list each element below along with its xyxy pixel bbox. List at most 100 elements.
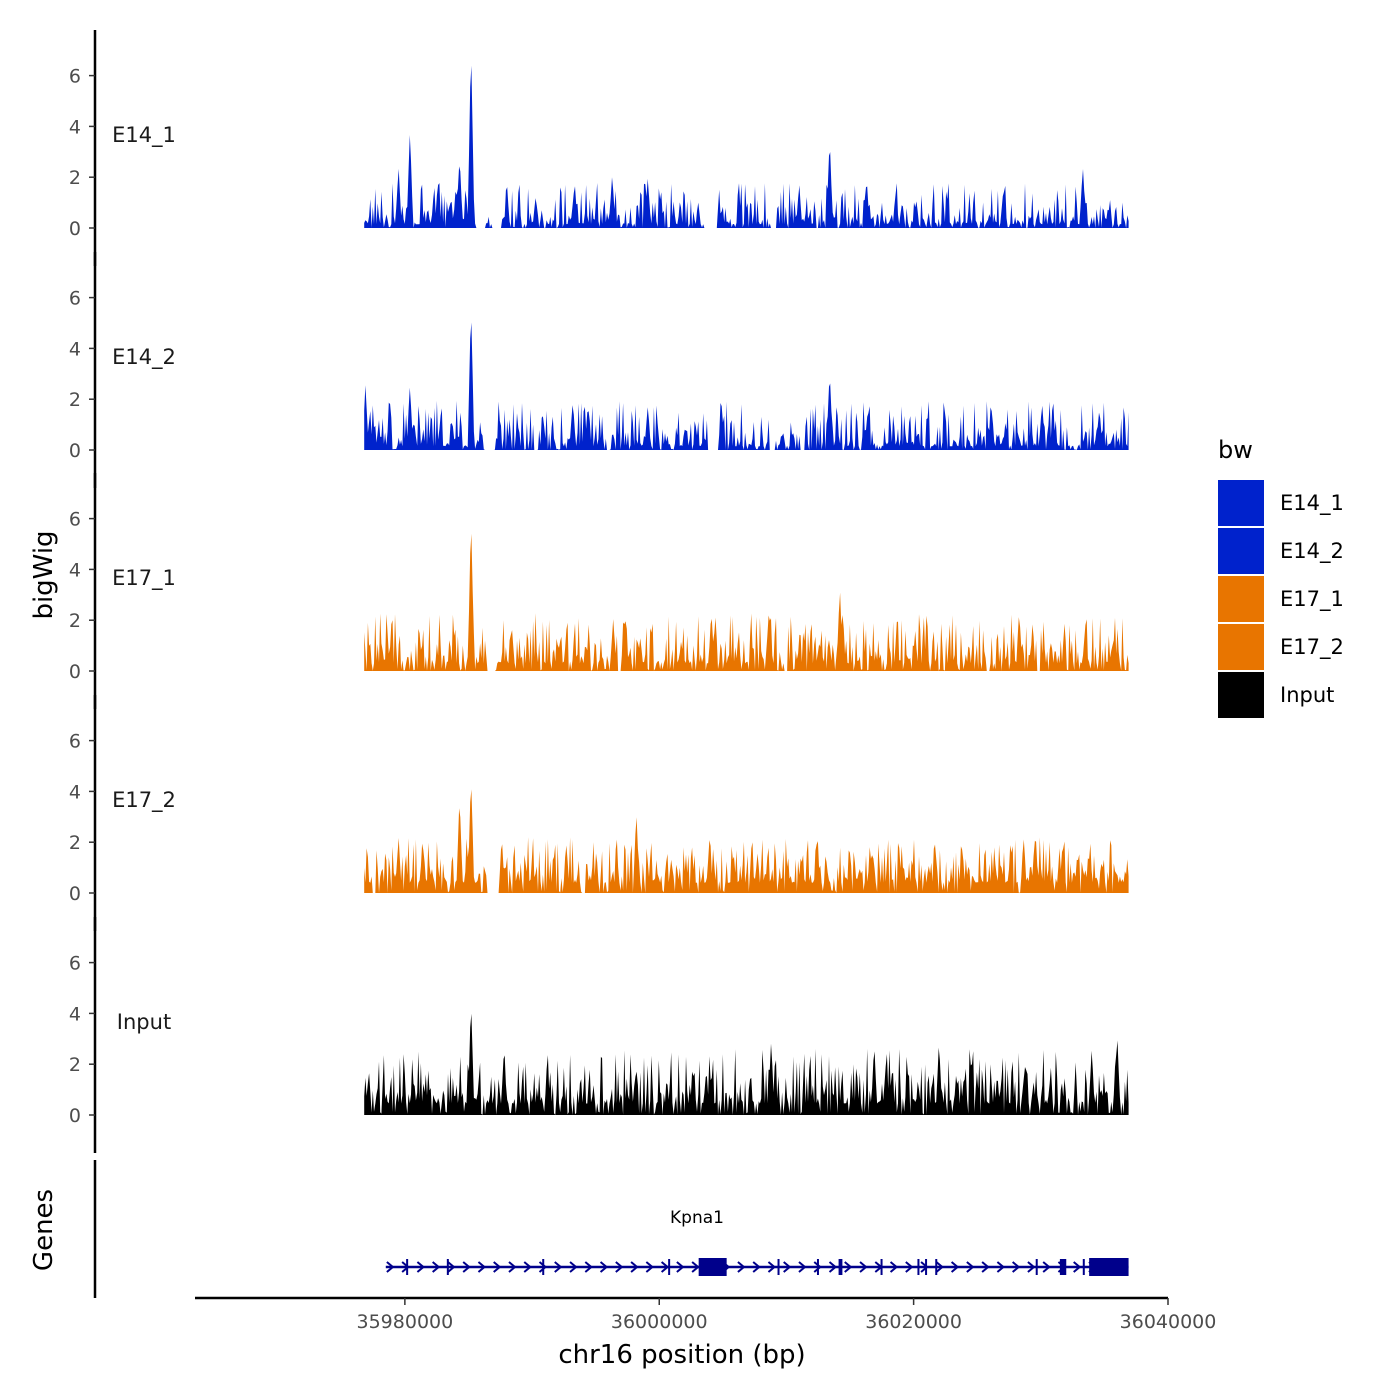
strand-arrow <box>767 1261 777 1273</box>
gene-label: Kpna1 <box>670 1208 724 1228</box>
y-tick-label: 4 <box>69 338 81 360</box>
strand-arrow <box>676 1261 685 1273</box>
genes-layer <box>93 1160 1129 1298</box>
strand-arrow <box>630 1261 639 1273</box>
strand-arrow <box>645 1261 654 1273</box>
legend-swatch-Input <box>1218 672 1264 718</box>
exon <box>925 1259 928 1275</box>
exon <box>917 1259 920 1275</box>
strand-arrow <box>859 1261 868 1273</box>
x-axis: 35980000 36000000 36020000 36040000 <box>195 1296 1217 1333</box>
y-axis-title: bigWig <box>29 530 59 619</box>
strand-arrow <box>981 1261 990 1273</box>
strand-arrow <box>828 1261 838 1273</box>
exon <box>880 1259 883 1275</box>
y-tick-label: 0 <box>69 883 81 905</box>
track-label: E17_1 <box>112 566 176 591</box>
strand-arrow <box>554 1261 563 1273</box>
strand-arrow <box>996 1261 1005 1273</box>
x-tick-label: 35980000 <box>357 1311 454 1333</box>
exon <box>668 1259 671 1275</box>
strand-arrow <box>1011 1261 1021 1273</box>
y-tick-label: 2 <box>69 610 81 632</box>
y-tick-label: 6 <box>69 66 81 88</box>
strand-arrow <box>737 1261 746 1273</box>
legend-title: bw <box>1218 436 1253 464</box>
signal-area-E14_1 <box>364 65 1129 228</box>
legend-label-E14_2: E14_2 <box>1280 539 1344 564</box>
y-tick-label: 6 <box>69 953 81 975</box>
y-tick-label: 4 <box>69 116 81 138</box>
exon <box>698 1258 727 1276</box>
track-E14_1: 0 2 4 6 E14_1 <box>69 30 1129 266</box>
tracks-layer: 0 2 4 6 E14_1 0 2 4 6 E14_2 0 2 4 6 E17_1 0 2 4 6 E17_2 0 2 4 6… <box>69 30 1129 1153</box>
exon <box>935 1259 938 1275</box>
track-E14_2: 0 2 4 6 E14_2 <box>69 252 1129 488</box>
strand-arrow <box>523 1261 532 1273</box>
track-E17_2: 0 2 4 6 E17_2 <box>69 695 1129 931</box>
exon <box>816 1259 819 1275</box>
strand-arrow <box>477 1261 487 1273</box>
y-tick-label: 2 <box>69 389 81 411</box>
legend-swatch-E17_2 <box>1218 624 1264 670</box>
strand-arrow <box>599 1261 609 1273</box>
legend-label-E17_2: E17_2 <box>1280 635 1344 660</box>
y-tick-label: 4 <box>69 559 81 581</box>
strand-arrow <box>905 1261 914 1273</box>
x-tick-label: 36000000 <box>611 1311 708 1333</box>
signal-area-Input <box>364 1013 1129 1115</box>
strand-arrow <box>1027 1261 1036 1273</box>
strand-arrow <box>462 1261 471 1273</box>
exon <box>1059 1259 1067 1275</box>
y-tick-label: 0 <box>69 661 81 683</box>
strand-arrow <box>569 1261 578 1273</box>
strand-arrow <box>752 1261 761 1273</box>
strand-arrow <box>416 1261 425 1273</box>
strand-arrow <box>660 1261 670 1273</box>
strand-arrow <box>447 1261 456 1273</box>
x-axis-title: chr16 position (bp) <box>558 1340 805 1370</box>
y-tick-label: 6 <box>69 731 81 753</box>
track-label: E14_1 <box>112 123 176 148</box>
legend-swatch-E14_1 <box>1218 480 1264 526</box>
strand-arrow <box>691 1261 700 1273</box>
strand-arrow <box>386 1261 395 1273</box>
legend-swatch-E17_1 <box>1218 576 1264 622</box>
legend-swatch-E14_2 <box>1218 528 1264 574</box>
strand-arrow <box>844 1261 853 1273</box>
legend-label-E14_1: E14_1 <box>1280 491 1344 516</box>
track-E17_1: 0 2 4 6 E17_1 <box>69 473 1129 709</box>
strand-arrow <box>584 1261 593 1273</box>
signal-area-E17_1 <box>364 533 1129 671</box>
y-tick-label: 0 <box>69 1105 81 1127</box>
strand-arrow <box>798 1261 807 1273</box>
strand-arrow <box>1042 1261 1051 1273</box>
exon <box>1089 1258 1129 1276</box>
track-Input: 0 2 4 6 Input <box>69 917 1129 1153</box>
y-tick-label: 2 <box>69 167 81 189</box>
signal-area-E14_2 <box>364 322 1129 450</box>
y-tick-label: 4 <box>69 1003 81 1025</box>
y-tick-label: 2 <box>69 832 81 854</box>
strand-arrow <box>1073 1261 1082 1273</box>
strand-arrow <box>432 1261 441 1273</box>
exon <box>406 1259 409 1275</box>
strand-arrow <box>935 1261 944 1273</box>
legend-label-Input: Input <box>1280 683 1334 707</box>
track-label: E17_2 <box>112 788 176 813</box>
strand-arrow <box>493 1261 502 1273</box>
genes-axis-title: Genes <box>29 1189 59 1271</box>
strand-arrow <box>783 1261 792 1273</box>
strand-arrow <box>889 1261 899 1273</box>
exon <box>838 1259 843 1275</box>
exon <box>1035 1259 1038 1275</box>
legend: E14_1 E14_2 E17_1 E17_2 Input <box>1218 480 1344 718</box>
exon <box>542 1259 545 1275</box>
y-tick-label: 2 <box>69 1054 81 1076</box>
x-tick-label: 36040000 <box>1120 1311 1217 1333</box>
exon <box>777 1259 780 1275</box>
y-tick-label: 6 <box>69 509 81 531</box>
track-label: Input <box>117 1010 171 1034</box>
strand-arrow <box>950 1261 960 1273</box>
